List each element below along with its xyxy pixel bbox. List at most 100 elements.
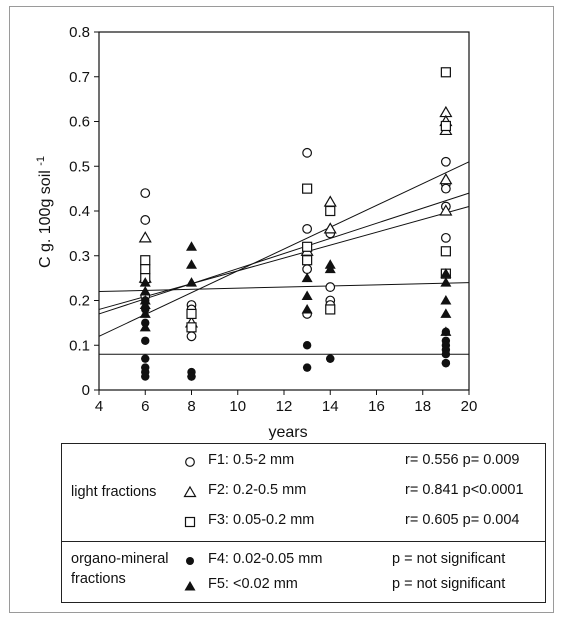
y-tick-label: 0.3	[69, 248, 90, 265]
legend-series-name-f5: F5: <0.02 mm	[208, 576, 298, 592]
x-tick-label: 18	[414, 398, 431, 415]
data-point-f5	[139, 308, 151, 318]
legend-stat-f3: r= 0.605 p= 0.004	[405, 512, 520, 528]
x-tick-label: 20	[461, 398, 478, 415]
data-point-f3	[302, 183, 313, 194]
data-point-f5	[139, 286, 151, 296]
y-tick-label: 0.5	[69, 158, 90, 175]
data-point-f3	[325, 304, 336, 315]
data-point-f4	[441, 350, 451, 359]
data-point-f3	[140, 264, 151, 275]
regression-lines	[98, 161, 470, 355]
axes: 4 6 8 10 12 14 16 18 20 0 0.1 0.2 0.3 0.4 0.5 0.6 0.7 0.8	[69, 24, 477, 415]
y-axis-label: C g. 100g soil -1	[35, 156, 54, 268]
data-point-f4	[141, 354, 150, 363]
data-point-f3	[325, 205, 336, 217]
y-axis-label-superscript: -1	[35, 156, 47, 166]
data-point-f5	[324, 263, 336, 274]
x-tick-label: 10	[229, 398, 246, 415]
data-point-f1	[140, 188, 151, 199]
regression-line-f2	[98, 161, 470, 337]
triangle-open-marker-icon	[183, 485, 197, 499]
data-points	[138, 67, 453, 381]
legend-stat-f2: r= 0.841 p<0.0001	[405, 482, 524, 498]
data-point-f4	[302, 363, 312, 372]
data-point-f1	[440, 183, 451, 194]
data-point-f5	[186, 277, 197, 287]
triangle-filled-marker-icon	[183, 579, 197, 593]
data-point-f1	[140, 215, 151, 225]
legend-stat-f5: p = not significant	[392, 576, 506, 592]
legend-series-name-f1: F1: 0.5-2 mm	[208, 452, 295, 468]
data-point-f5	[440, 277, 452, 287]
data-point-f3	[186, 322, 197, 333]
legend-group-label-light: light fractions	[71, 484, 157, 500]
figure-frame	[9, 6, 554, 613]
data-point-f1	[186, 331, 197, 342]
data-point-f4	[141, 372, 150, 381]
data-point-f1	[302, 147, 313, 158]
x-tick-label: 14	[322, 398, 339, 415]
y-tick-label: 0	[82, 382, 90, 399]
legend-stat-f1: r= 0.556 p= 0.009	[405, 452, 520, 468]
data-point-f1	[440, 232, 451, 243]
data-point-f5	[440, 326, 452, 336]
data-point-f3	[440, 246, 451, 257]
x-axis-label: years	[268, 424, 307, 440]
data-point-f1	[440, 156, 451, 167]
x-tick-label: 8	[187, 398, 195, 415]
data-point-f5	[440, 268, 452, 278]
data-point-f4	[326, 354, 335, 363]
data-point-f5	[186, 259, 197, 269]
data-point-f3	[440, 67, 451, 78]
data-point-f5	[440, 295, 452, 305]
y-axis-label-text: C g. 100g soil	[37, 170, 54, 268]
data-point-f5	[301, 272, 313, 283]
data-point-f3	[302, 241, 313, 252]
legend-group-label-organo-mineral: organo-mineral	[71, 551, 169, 567]
legend-divider	[62, 541, 545, 542]
data-point-f2	[138, 231, 152, 243]
data-point-f4	[141, 336, 150, 345]
y-tick-label: 0.6	[69, 114, 90, 131]
y-tick-label: 0.8	[69, 24, 90, 41]
data-point-f2	[439, 204, 453, 216]
data-point-f3	[140, 255, 151, 266]
data-point-f2	[439, 172, 453, 185]
regression-line-f3	[98, 206, 470, 310]
data-point-f5	[301, 290, 313, 301]
regression-line-f1	[98, 192, 470, 315]
legend: light fractions F1: 0.5-2 mm r= 0.556 p=…	[61, 443, 546, 603]
data-point-f4	[302, 341, 312, 350]
data-point-f5	[139, 321, 151, 332]
y-tick-label: 0.7	[69, 69, 90, 86]
scatter-chart: 4 6 8 10 12 14 16 18 20 0 0.1 0.2 0.3 0.4 0.5 0.6 0.7 0.8…	[35, 24, 477, 440]
circle-filled-marker-icon	[183, 554, 197, 568]
data-point-f3	[302, 255, 313, 266]
y-tick-label: 0.4	[69, 203, 90, 220]
circle-open-marker-icon	[183, 455, 197, 469]
x-tick-label: 12	[276, 398, 293, 415]
data-point-f1	[302, 223, 313, 234]
data-point-f2	[323, 195, 337, 207]
y-tick-label: 0.2	[69, 293, 90, 310]
data-point-f4	[187, 372, 196, 381]
data-point-f5	[440, 308, 452, 318]
data-point-f3	[186, 308, 197, 320]
data-point-f1	[302, 264, 313, 275]
data-point-f1	[325, 282, 336, 292]
data-point-f2	[323, 222, 337, 234]
square-open-marker-icon	[183, 515, 197, 529]
legend-series-name-f4: F4: 0.02-0.05 mm	[208, 551, 323, 567]
data-point-f3	[440, 120, 451, 132]
legend-series-name-f3: F3: 0.05-0.2 mm	[208, 512, 315, 528]
x-tick-label: 6	[141, 398, 149, 415]
legend-series-name-f2: F2: 0.2-0.5 mm	[208, 482, 307, 498]
regression-line-f5	[98, 282, 470, 293]
x-tick-label: 16	[368, 398, 385, 415]
legend-group-label-fractions: fractions	[71, 571, 126, 587]
data-point-f5	[139, 299, 151, 309]
data-point-f5	[301, 303, 313, 314]
data-point-f5	[186, 241, 197, 251]
y-tick-label: 0.1	[69, 337, 90, 354]
